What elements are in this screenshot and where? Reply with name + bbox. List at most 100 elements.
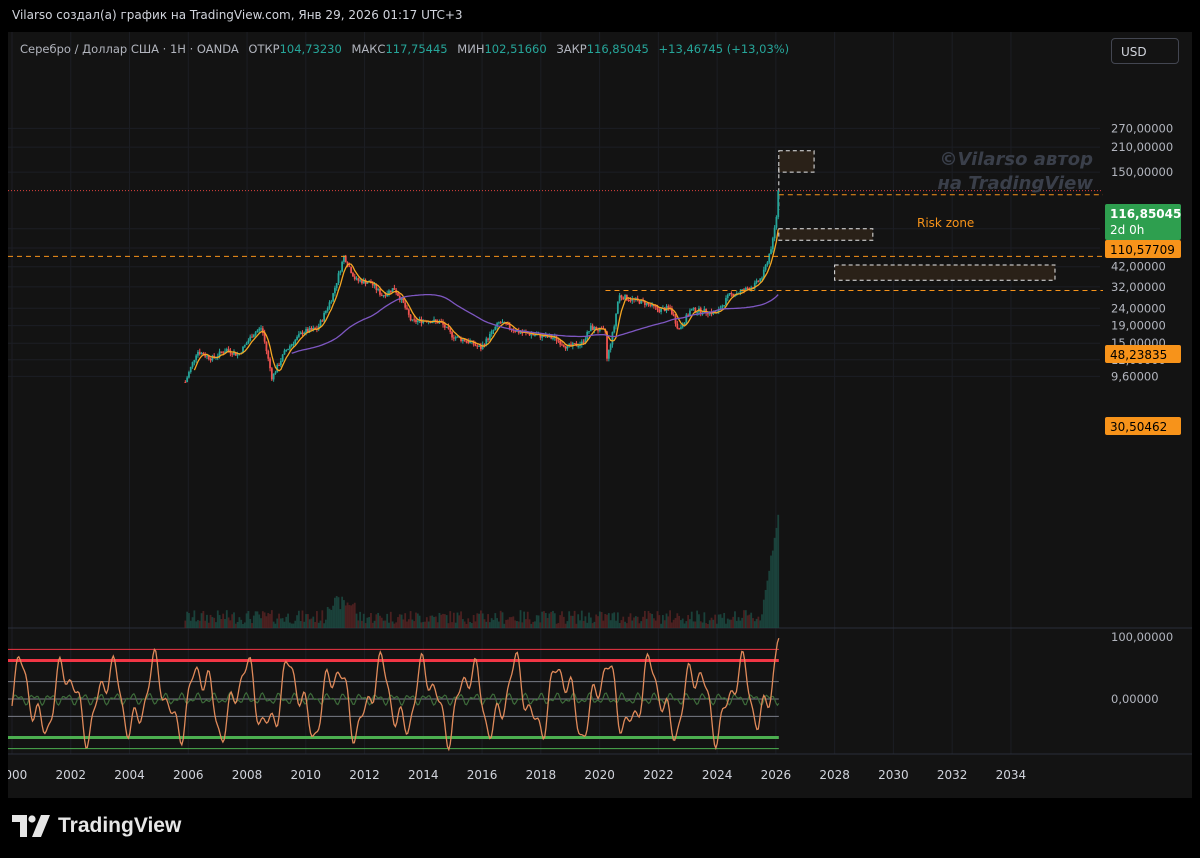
volume-bar [552, 611, 554, 628]
candle-body [266, 342, 268, 351]
volume-bar [502, 612, 504, 628]
volume-bar [220, 619, 222, 628]
candle-body [693, 308, 695, 309]
volume-bar [213, 618, 215, 628]
volume-bar [303, 622, 305, 628]
volume-bar [536, 615, 538, 628]
volume-bar [631, 621, 633, 628]
candle-body [466, 341, 468, 342]
candle-body [412, 319, 414, 320]
volume-bar [489, 622, 491, 628]
candle-body [449, 329, 451, 332]
candle-body [350, 267, 352, 273]
volume-bar [651, 614, 653, 628]
x-tick-label-14: 2028 [819, 768, 850, 782]
currency-button[interactable]: USD [1111, 38, 1179, 64]
candle-body [756, 281, 758, 283]
footer-brand: TradingView [58, 814, 181, 838]
volume-bar [640, 621, 642, 628]
volume-bar [307, 614, 309, 628]
candle-body [305, 329, 307, 333]
volume-bar [637, 617, 639, 628]
volume-bar [285, 617, 287, 628]
candle-body [588, 331, 590, 332]
volume-bar [662, 615, 664, 628]
candle-body [280, 361, 282, 365]
volume-bar [224, 619, 226, 628]
volume-bar [442, 614, 444, 628]
volume-bar [705, 623, 707, 628]
candle-body [758, 281, 760, 282]
volume-bar [484, 619, 486, 628]
candle-body [649, 304, 651, 305]
time-axis: 2000 2002 2004 2006 2008 2010 2012 2014 2016 2018… [8, 768, 1026, 782]
moving-averages [194, 229, 778, 370]
chart-area[interactable]: ©Vilarso автор на TradingView Risk zone … [8, 32, 1192, 798]
candle-body [696, 312, 698, 313]
volume-bar [684, 624, 686, 628]
volume-bar [188, 613, 190, 628]
volume-bar [612, 613, 614, 628]
candle-body [294, 340, 296, 344]
volume-bar [453, 613, 455, 628]
volume-bar [471, 623, 473, 628]
volume-bar [210, 615, 212, 628]
candle-body [534, 335, 536, 336]
volume-bar [435, 617, 437, 628]
volume-bar [338, 597, 340, 628]
target-zone-2 [779, 229, 873, 240]
volume-bar [689, 619, 691, 628]
volume-bar [466, 624, 468, 628]
volume-bar [253, 616, 255, 628]
volume-bar [424, 622, 426, 628]
volume-bar [648, 611, 650, 628]
candle-body [282, 355, 284, 361]
volume-bar [282, 618, 284, 628]
volume-bar [311, 619, 313, 628]
candle-body [220, 352, 222, 353]
candle-body [446, 327, 448, 328]
candle-body [729, 293, 731, 295]
volume-bar [345, 605, 347, 628]
candle-body [348, 266, 350, 267]
volume-bar [541, 612, 543, 628]
x-tick-label-7: 2014 [408, 768, 439, 782]
volume-bar [658, 615, 660, 628]
candle-body [381, 295, 383, 296]
volume-bar [460, 611, 462, 628]
volume-bar [729, 620, 731, 628]
volume-bar [487, 614, 489, 628]
candle-body [413, 319, 415, 320]
candle-body [487, 339, 489, 340]
volume-bar [491, 618, 493, 628]
volume-bar [197, 620, 199, 628]
volume-bar [431, 616, 433, 628]
candle-body [563, 345, 565, 347]
candle-body [493, 330, 495, 331]
volume-bar [563, 617, 565, 628]
volume-bar [597, 616, 599, 628]
volume-bar [503, 624, 505, 628]
volume-bar [583, 621, 585, 628]
volume-bar [622, 617, 624, 628]
volume-bar [613, 612, 615, 628]
candle-body [721, 306, 723, 309]
candle-body [770, 249, 772, 254]
volume-bar [523, 612, 525, 628]
volume-bar [720, 614, 722, 628]
volume-bar [660, 624, 662, 628]
volume-bar [379, 616, 381, 628]
volume-bar [752, 618, 754, 628]
price-chart[interactable]: ©Vilarso автор на TradingView Risk zone … [8, 32, 1192, 798]
volume-bar [275, 624, 277, 628]
candle-body [222, 352, 224, 353]
y-tick-label-2: 150,00000 [1111, 165, 1173, 179]
x-tick-label-16: 2032 [937, 768, 968, 782]
volume-bar [696, 611, 698, 628]
volume-bar [543, 611, 545, 628]
volume-bar [732, 617, 734, 628]
candle-body [765, 265, 767, 270]
volume-bar [318, 623, 320, 628]
volume-bar [249, 619, 251, 628]
volume-bar [393, 624, 395, 628]
